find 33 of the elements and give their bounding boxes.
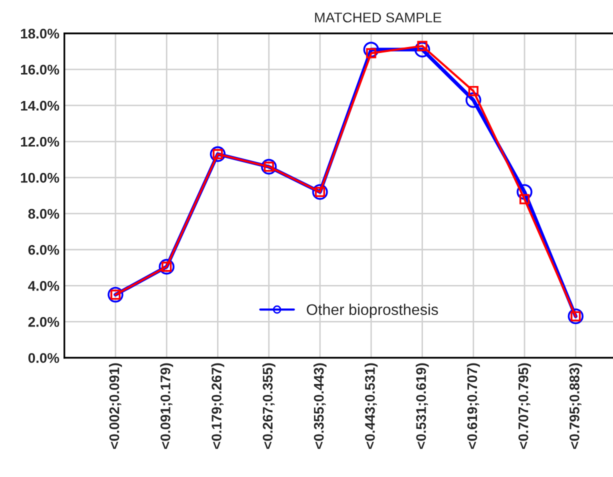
y-tick-label: 8.0% bbox=[28, 208, 60, 219]
point bbox=[210, 146, 226, 162]
point bbox=[519, 194, 530, 204]
y-tick-label: 6.0% bbox=[28, 244, 60, 255]
x-tick-label: <0.531;0.619) bbox=[416, 363, 429, 449]
y-tick-label: 18.0% bbox=[21, 28, 60, 39]
x-tick-label: <0.707;0.795) bbox=[518, 363, 531, 449]
y-tick-label: 4.0% bbox=[28, 281, 60, 291]
y-tick-label: 14.0% bbox=[21, 100, 60, 111]
x-tick-label: <0.267;0.355) bbox=[262, 363, 276, 449]
x-tick-label: <0.002;0.091) bbox=[109, 363, 122, 449]
y-tick-label: 10.0% bbox=[21, 172, 60, 183]
x-tick-label: <0.179;0.267) bbox=[211, 363, 224, 449]
point bbox=[516, 184, 532, 200]
x-tick-label: <0.795;0.883) bbox=[569, 363, 582, 449]
point bbox=[108, 286, 124, 303]
y-tick-label: 2.0% bbox=[28, 317, 60, 327]
x-tick-label: <0.091;0.179) bbox=[160, 363, 174, 449]
x-tick-label: <0.443;0.531) bbox=[364, 363, 378, 449]
point bbox=[568, 308, 584, 324]
x-tick-label: <0.619;0.707) bbox=[466, 363, 480, 449]
point bbox=[414, 42, 430, 58]
point bbox=[466, 92, 482, 108]
point bbox=[363, 42, 379, 58]
x-tick-label: <0.355;0.443) bbox=[314, 363, 326, 449]
point bbox=[468, 86, 478, 96]
point bbox=[158, 258, 174, 275]
y-tick-label: 0.0% bbox=[28, 353, 60, 363]
chart-title: MATCHED SAMPLE bbox=[315, 12, 442, 22]
y-tick-label: 16.0% bbox=[21, 64, 60, 75]
y-tick-label: 12.0% bbox=[21, 136, 60, 147]
legend-label: Other bioprosthesis bbox=[306, 304, 438, 318]
point bbox=[261, 158, 277, 175]
